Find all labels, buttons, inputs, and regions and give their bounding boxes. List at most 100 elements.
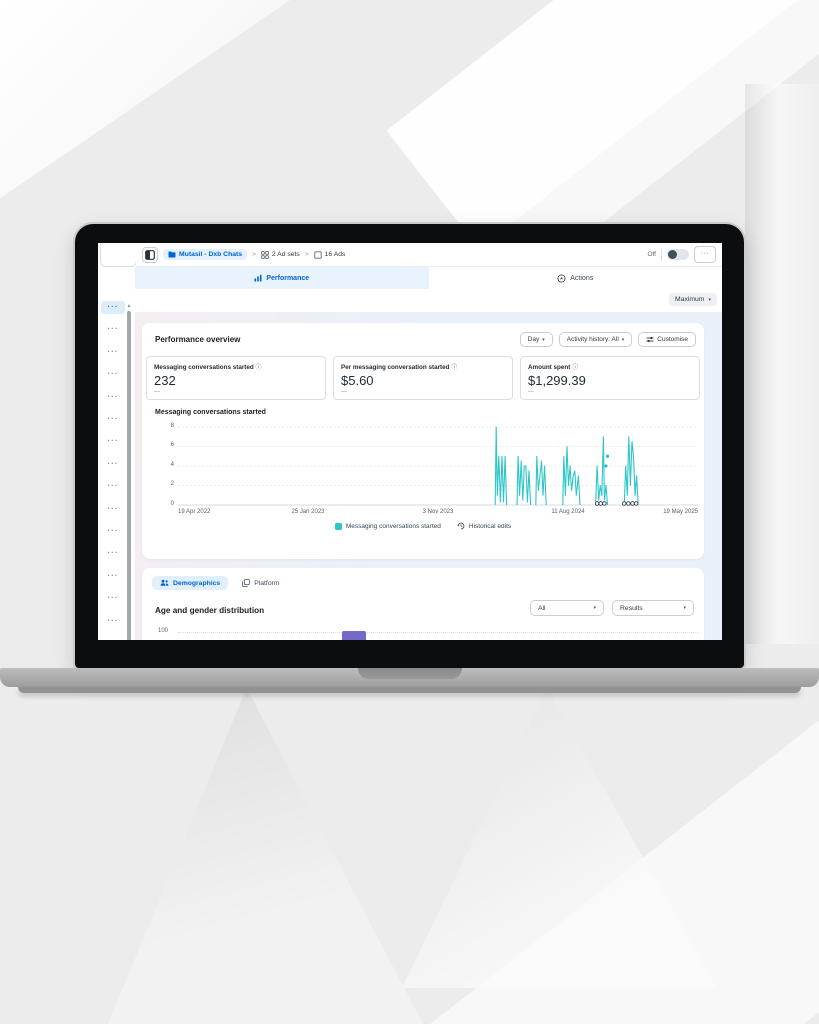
sidebar-more-item[interactable]: ··· — [107, 458, 119, 468]
chevron-down-icon: ▾ — [593, 605, 596, 611]
conversations-series-line — [562, 445, 581, 506]
chart-title: Messaging conversations started — [155, 409, 266, 416]
maximum-dropdown[interactable]: Maximum ▾ — [669, 293, 717, 306]
demographics-card: Demographics Platform Age and gender dis… — [142, 568, 704, 640]
metric-label: Amount spent — [528, 364, 571, 371]
breadcrumb-ads-label: 16 Ads — [324, 251, 346, 258]
sidebar-more-item[interactable]: ··· — [107, 526, 119, 535]
info-icon[interactable]: ⓘ — [255, 365, 262, 371]
sidebar-more-item[interactable]: ··· — [101, 637, 125, 640]
x-axis-tick: 11 Aug 2024 — [551, 509, 585, 515]
customise-sliders-icon — [646, 336, 654, 343]
conversations-line-chart[interactable] — [178, 426, 698, 506]
more-options-button[interactable]: ··· — [694, 246, 716, 263]
report-content: Performance overview Day ▾ Activity hist… — [135, 312, 722, 640]
tab-actions[interactable]: Actions — [428, 267, 722, 289]
metric-value: $5.60 — [341, 373, 374, 388]
breadcrumb-ads[interactable]: 16 Ads — [313, 250, 346, 259]
report-tabs: Performance Actions — [135, 267, 722, 290]
legend-swatch — [334, 522, 342, 530]
sidebar-more-item[interactable]: ··· — [107, 548, 119, 558]
breadcrumb-separator: > — [252, 251, 256, 258]
metric-mode-row: Maximum ▾ — [135, 289, 722, 312]
legend-series[interactable]: Messaging conversations started — [334, 522, 441, 530]
isolated-data-point[interactable] — [604, 464, 608, 468]
historical-edit-marker[interactable] — [630, 501, 635, 506]
people-icon — [160, 579, 169, 586]
collapse-sidebar-button[interactable] — [142, 246, 158, 263]
conversations-series-line — [623, 436, 639, 506]
demo-y-axis-tick: 100 — [158, 628, 169, 634]
activity-history-dropdown[interactable]: Activity history: All ▾ — [558, 332, 633, 347]
sidebar-more-item[interactable]: ··· — [107, 414, 119, 423]
metric-cards: Messaging conversations started ⓘ 232 — … — [146, 356, 700, 400]
sidebar-more-item[interactable]: ··· — [107, 615, 119, 625]
metric-trend-dash: — — [341, 389, 347, 395]
historical-edit-marker[interactable] — [594, 501, 600, 506]
sidebar-more-item[interactable]: ··· — [107, 593, 119, 603]
tab-demographics-label: Demographics — [173, 579, 221, 587]
tab-actions-label: Actions — [570, 274, 594, 282]
bar-chart-icon — [254, 274, 262, 282]
tab-platform[interactable]: Platform — [242, 579, 280, 587]
background-triangle-bottom-center — [402, 688, 717, 988]
breadcrumb-campaign-chip[interactable]: Mutasil - Dxb Chats — [163, 249, 248, 260]
laptop-notch — [358, 668, 462, 679]
laptop-base-edge — [18, 687, 801, 693]
metric-trend-dash: — — [154, 389, 160, 395]
age-gender-title: Age and gender distribution — [155, 606, 265, 615]
sidebar-more-item[interactable]: ··· — [107, 481, 119, 491]
historical-edit-marker[interactable] — [633, 501, 639, 506]
metric-trend-dash: — — [528, 389, 534, 395]
legend-series-label: Messaging conversations started — [345, 522, 441, 530]
sidebar-more-item[interactable]: ··· — [107, 324, 119, 334]
info-icon[interactable]: ⓘ — [572, 365, 579, 371]
day-dropdown[interactable]: Day ▾ — [519, 332, 553, 347]
conversations-series-line — [595, 436, 609, 506]
sidebar-more-item[interactable]: ··· — [107, 570, 119, 580]
demo-bar-fragment[interactable] — [342, 631, 366, 640]
campaign-status-label: Off — [647, 251, 656, 258]
metric-card-amount-spent[interactable]: Amount spent ⓘ $1,299.39 — — [520, 356, 700, 400]
metric-card-conversations[interactable]: Messaging conversations started ⓘ 232 — — [146, 356, 326, 400]
historical-edit-marker[interactable] — [621, 501, 627, 506]
customise-label: Customise — [657, 336, 688, 343]
x-axis-tick: 25 Jan 2023 — [291, 509, 325, 515]
gender-filter-dropdown[interactable]: All ▾ — [530, 600, 604, 616]
tab-performance-label: Performance — [266, 274, 310, 282]
sidebar-more-item[interactable]: ··· — [107, 346, 119, 356]
metric-card-per-conversation[interactable]: Per messaging conversation started ⓘ $5.… — [333, 356, 513, 400]
chevron-down-icon: ▾ — [683, 605, 686, 611]
breadcrumb-adsets[interactable]: 2 Ad sets — [261, 250, 300, 259]
results-filter-dropdown[interactable]: Results ▾ — [612, 600, 694, 616]
info-icon[interactable]: ⓘ — [451, 365, 458, 371]
sidebar-more-item[interactable]: ··· — [107, 436, 119, 446]
legend-historical-edits[interactable]: Historical edits — [457, 522, 511, 530]
laptop-screen: ··· ··· ··· ··· ··· ··· ··· ··· ··· ··· ··· ··· ··· ·… — [98, 243, 722, 640]
tab-performance[interactable]: Performance — [135, 267, 429, 289]
performance-overview-title: Performance overview — [155, 335, 241, 344]
tab-demographics[interactable]: Demographics — [152, 576, 229, 590]
sidebar-more-item[interactable]: ··· — [101, 301, 125, 314]
x-axis-tick: 19 May 2025 — [663, 509, 698, 515]
platform-icon — [242, 579, 251, 587]
isolated-data-point[interactable] — [605, 454, 610, 458]
metric-value: 232 — [154, 373, 176, 388]
demo-gridline — [178, 632, 698, 633]
background-stripe-bottom-right — [333, 717, 819, 1024]
y-axis-tick: 8 — [170, 423, 174, 429]
sidebar-more-item[interactable]: ··· — [107, 503, 119, 513]
historical-edit-marker[interactable] — [626, 501, 631, 506]
activity-history-label: Activity history: All — [566, 336, 619, 343]
customise-button[interactable]: Customise — [638, 332, 696, 347]
sidebar-more-item[interactable]: ··· — [107, 391, 119, 401]
sidebar-scroll-up-icon[interactable]: ▲ — [126, 303, 132, 309]
sidebar-scrollbar[interactable] — [127, 311, 131, 640]
day-dropdown-label: Day — [527, 336, 540, 343]
historical-edit-marker[interactable] — [602, 501, 607, 506]
historical-edit-marker[interactable] — [598, 501, 604, 506]
chevron-down-icon: ▾ — [621, 336, 625, 343]
sidebar-more-item[interactable]: ··· — [107, 369, 119, 379]
campaign-toggle[interactable] — [667, 249, 689, 260]
background-stripe-top-right-1 — [386, 0, 819, 249]
